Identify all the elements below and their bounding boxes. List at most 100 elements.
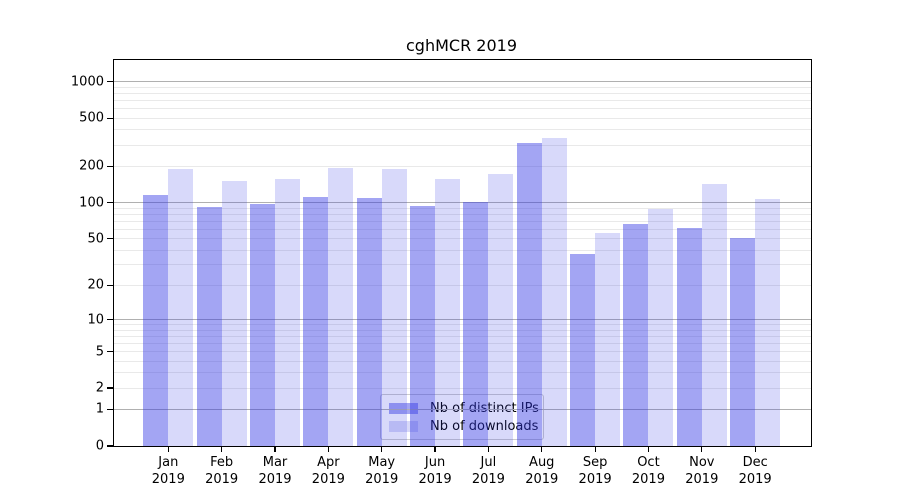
x-tick-month: Dec	[742, 455, 768, 470]
gridline-major	[114, 202, 811, 204]
gridline-minor	[114, 342, 811, 344]
plot-area: Nb of distinct IPs Nb of downloads 0 1 2 5 1…	[71, 59, 812, 487]
y-tick-label: 1000	[70, 74, 104, 90]
x-tick-year: 2019	[311, 472, 345, 487]
y-tick-mark	[107, 408, 113, 411]
x-tick-label: Feb 2019	[205, 454, 238, 488]
x-tick-month: Mar	[262, 455, 288, 470]
gridline-minor	[114, 108, 811, 110]
gridline-minor	[114, 329, 811, 331]
x-tick-month: Apr	[317, 455, 340, 470]
x-tick-year: 2019	[151, 472, 185, 487]
legend-swatch-downloads-icon	[389, 420, 418, 432]
bar-downloads-may	[381, 168, 407, 446]
x-tick-label: May 2019	[365, 454, 398, 488]
gridline-minor	[114, 324, 811, 326]
bar-distinct-ips-sep	[570, 254, 596, 446]
x-tick-label: Nov 2019	[685, 454, 718, 488]
bar-downloads-dec	[755, 198, 781, 446]
gridline-minor	[114, 144, 811, 146]
gridline-minor	[114, 86, 811, 88]
x-tick-year: 2019	[738, 472, 772, 487]
gridline-minor	[114, 372, 811, 374]
gridline-minor	[114, 100, 811, 101]
x-tick-label: Aug 2019	[525, 454, 558, 488]
gridline-minor	[114, 213, 811, 215]
gridline-minor	[114, 360, 811, 362]
x-tick-month: Feb	[210, 455, 234, 470]
gridline-minor	[114, 165, 811, 167]
gridline-minor	[114, 129, 811, 131]
gridline-minor	[114, 284, 811, 286]
bar-distinct-ips-may	[356, 197, 382, 446]
x-tick-label: Sep 2019	[579, 454, 612, 488]
y-tick-label: 50	[87, 231, 104, 247]
x-tick-mark	[701, 446, 703, 452]
legend-swatch-distinct-ips-icon	[389, 402, 418, 414]
x-tick-label: Jun 2019	[419, 454, 452, 488]
bar-distinct-ips-jul	[463, 201, 489, 446]
y-tick-label: 500	[79, 110, 104, 126]
legend: Nb of distinct IPs Nb of downloads	[380, 394, 544, 440]
x-tick-label: Jul 2019	[472, 454, 505, 488]
legend-label-distinct-ips: Nb of distinct IPs	[430, 401, 539, 416]
x-tick-year: 2019	[365, 472, 399, 487]
y-tick-mark	[107, 318, 113, 321]
gridline-minor	[114, 249, 811, 251]
gridline-minor	[114, 117, 811, 119]
x-tick-mark	[434, 446, 436, 452]
y-tick-label: 2	[95, 380, 104, 396]
bar-distinct-ips-mar	[250, 203, 275, 446]
x-tick-label: Jan 2019	[152, 454, 185, 488]
gridline-minor	[114, 238, 811, 240]
x-tick-year: 2019	[578, 472, 612, 487]
y-tick-label: 5	[95, 344, 104, 360]
x-tick-mark	[221, 446, 223, 452]
bar-distinct-ips-aug	[516, 142, 542, 446]
bar-downloads-feb	[221, 181, 247, 446]
y-tick-mark	[107, 117, 113, 119]
y-tick-mark	[107, 81, 113, 83]
gridline-minor	[114, 207, 811, 209]
bar-distinct-ips-feb	[196, 207, 222, 446]
x-tick-mark	[274, 446, 276, 452]
x-tick-mark	[327, 446, 329, 452]
y-tick-mark	[107, 387, 113, 389]
x-tick-label: Oct 2019	[632, 454, 665, 488]
x-tick-label: Dec 2019	[739, 454, 772, 488]
y-tick-label: 200	[79, 158, 104, 174]
y-tick-label: 1	[95, 401, 104, 417]
gridline-major	[114, 319, 811, 321]
bar-distinct-ips-jan	[143, 195, 169, 446]
gridline-major	[114, 408, 811, 410]
x-tick-mark	[647, 446, 650, 452]
x-tick-label: Mar 2019	[258, 454, 291, 488]
bar-downloads-sep	[595, 232, 621, 446]
legend-label-downloads: Nb of downloads	[430, 418, 539, 434]
x-tick-month: Nov	[689, 455, 715, 470]
x-tick-mark	[754, 446, 756, 452]
gridline-minor	[114, 264, 811, 266]
bar-distinct-ips-apr	[303, 196, 329, 446]
x-tick-year: 2019	[205, 472, 239, 487]
x-tick-month: Aug	[529, 455, 555, 470]
bar-downloads-jun	[435, 178, 461, 446]
y-tick-mark	[107, 350, 113, 353]
y-tick-mark	[107, 238, 113, 240]
y-tick-label: 100	[79, 195, 104, 211]
x-tick-month: Jan	[158, 455, 179, 470]
x-tick-mark	[487, 446, 489, 452]
bar-downloads-oct	[648, 209, 674, 446]
legend-item-downloads: Nb of downloads	[389, 417, 539, 435]
bar-downloads-jan	[168, 169, 194, 446]
x-tick-mark	[594, 446, 596, 452]
y-tick-mark	[107, 445, 113, 447]
x-tick-mark	[167, 446, 169, 452]
x-tick-year: 2019	[471, 472, 505, 487]
x-tick-year: 2019	[525, 472, 559, 487]
x-tick-mark	[541, 446, 543, 452]
gridline-minor	[114, 220, 811, 222]
y-tick-label: 0	[95, 438, 104, 454]
bar-downloads-mar	[275, 179, 300, 446]
